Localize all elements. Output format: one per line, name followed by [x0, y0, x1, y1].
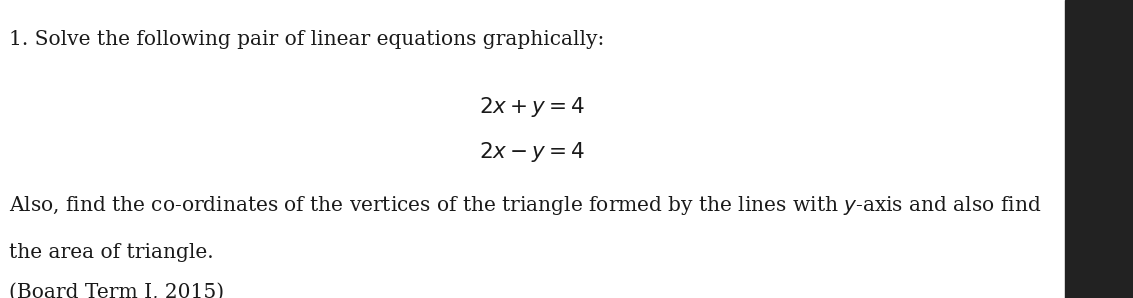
Text: 1. Solve the following pair of linear equations graphically:: 1. Solve the following pair of linear eq…: [9, 30, 604, 49]
Text: $2x - y = 4$: $2x - y = 4$: [479, 140, 586, 164]
Text: (Board Term I, 2015): (Board Term I, 2015): [9, 283, 224, 298]
Text: the area of triangle.: the area of triangle.: [9, 243, 214, 262]
Text: Also, find the co-ordinates of the vertices of the triangle formed by the lines : Also, find the co-ordinates of the verti…: [9, 194, 1041, 217]
Text: $2x + y = 4$: $2x + y = 4$: [479, 95, 586, 119]
